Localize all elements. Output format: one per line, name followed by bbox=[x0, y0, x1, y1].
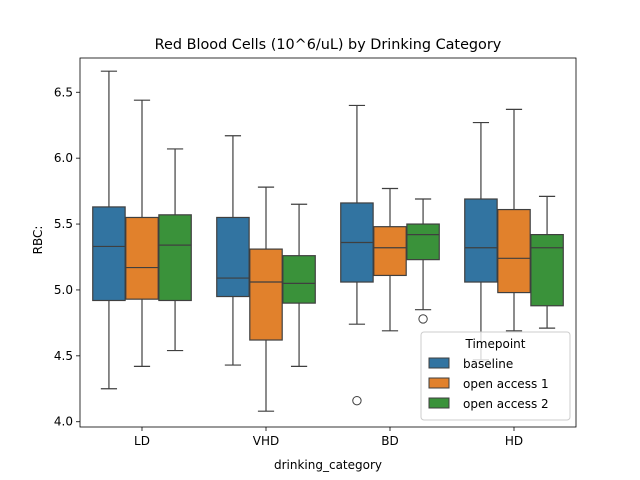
legend: Timepoint baseline open access 1 open acces… bbox=[420, 331, 571, 421]
y-tick-label: 5.5 bbox=[54, 217, 73, 231]
y-tick-label: 6.5 bbox=[54, 85, 73, 99]
x-tick-label: LD bbox=[134, 434, 150, 448]
y-tick-label: 5.0 bbox=[54, 283, 73, 297]
box-flier bbox=[352, 395, 362, 406]
box-iqr bbox=[125, 216, 159, 300]
x-tick-label: HD bbox=[505, 434, 523, 448]
x-axis-label: drinking_category bbox=[274, 458, 382, 472]
box-iqr bbox=[530, 233, 564, 307]
box-iqr bbox=[92, 206, 126, 302]
chart-title: Red Blood Cells (10^6/uL) by Drinking Ca… bbox=[155, 37, 502, 53]
box-iqr bbox=[158, 214, 192, 302]
box-flier bbox=[418, 314, 428, 324]
legend-swatch bbox=[428, 397, 450, 409]
box-iqr bbox=[406, 223, 440, 261]
axes-frame bbox=[79, 57, 577, 428]
legend-label: open access 1 bbox=[463, 377, 549, 391]
legend-swatch bbox=[428, 377, 450, 389]
y-axis-label: RBC: bbox=[31, 226, 45, 255]
box-iqr bbox=[464, 198, 498, 283]
box-iqr bbox=[249, 248, 283, 341]
legend-swatch bbox=[428, 357, 450, 369]
legend-label: open access 2 bbox=[463, 397, 549, 411]
plot-area: 4.0 4.5 5.0 5.5 6.0 6.5 LD VHD BD HD bbox=[54, 57, 577, 448]
box-iqr bbox=[282, 255, 316, 304]
legend-box bbox=[420, 331, 571, 421]
box-iqr bbox=[497, 208, 531, 294]
box-iqr bbox=[216, 216, 250, 298]
y-tick-label: 6.0 bbox=[54, 151, 73, 165]
legend-label: baseline bbox=[463, 357, 513, 371]
y-tick-label: 4.0 bbox=[54, 415, 73, 429]
box-iqr bbox=[373, 226, 407, 277]
x-tick-label: BD bbox=[381, 434, 398, 448]
y-tick-label: 4.5 bbox=[54, 349, 73, 363]
legend-title: Timepoint bbox=[465, 337, 526, 351]
x-tick-label: VHD bbox=[253, 434, 279, 448]
